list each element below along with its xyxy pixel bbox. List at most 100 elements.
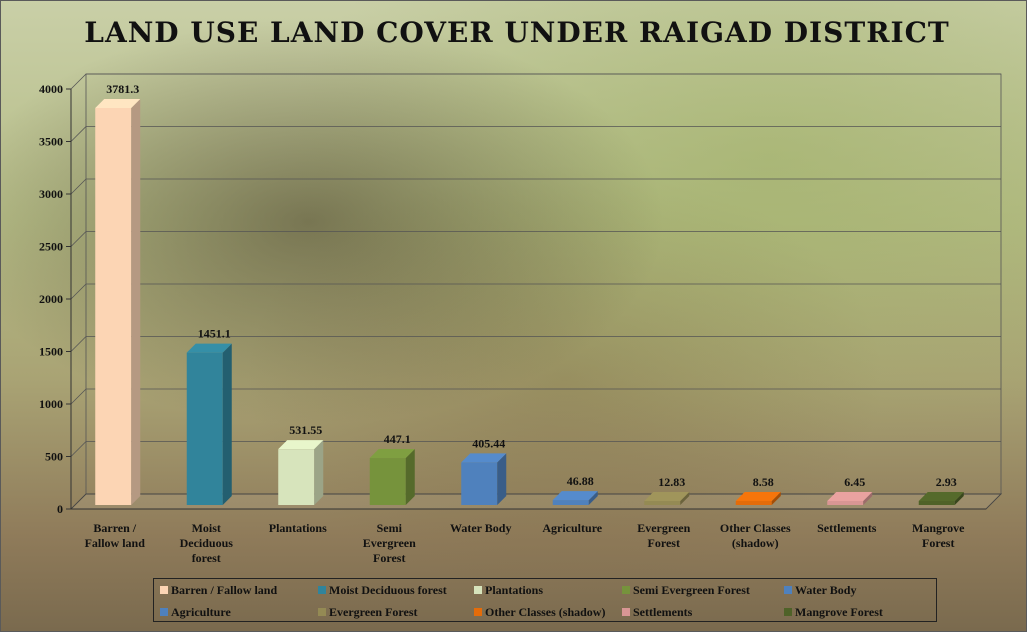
bar-top [278, 440, 324, 450]
x-tick-label: Mangrove Forest [912, 521, 965, 550]
data-label: 46.88 [567, 474, 594, 488]
x-tick-label: Evergreen Forest [637, 521, 690, 550]
gridline-diag [70, 441, 87, 457]
legend-label: Water Body [795, 582, 857, 597]
legend-item: Water Body [784, 579, 944, 601]
legend-swatch [160, 586, 168, 594]
bar-6 [552, 491, 598, 505]
data-label: 6.45 [844, 475, 865, 489]
bar-front [278, 449, 315, 505]
legend-item: Barren / Fallow land [160, 579, 318, 601]
y-tick-label: 1000 [39, 397, 63, 411]
legend-swatch [474, 586, 482, 594]
bar-front [369, 458, 406, 505]
bar-side [405, 449, 415, 505]
x-tick-label: Agriculture [542, 521, 602, 535]
x-tick-label: Settlements [817, 521, 877, 535]
y-tick-label: 3000 [39, 187, 63, 201]
bar-front [827, 501, 864, 505]
y-tick-label: 4000 [39, 82, 63, 96]
bar-side [954, 492, 964, 505]
x-tick-label: Moist Deciduous forest [180, 521, 234, 565]
y-tick-label: 3500 [39, 135, 63, 149]
legend-item: Agriculture [160, 601, 318, 623]
bar-front [95, 107, 132, 505]
data-label: 447.1 [384, 432, 411, 446]
legend-item: Other Classes (shadow) [474, 601, 622, 623]
legend-item: Plantations [474, 579, 622, 601]
bar-front [461, 462, 498, 505]
legend: Barren / Fallow land Moist Deciduous fore… [153, 578, 937, 622]
x-tick-label: Water Body [450, 521, 511, 535]
bar-3 [278, 440, 324, 505]
bar-2 [186, 343, 232, 505]
bar-top [186, 343, 232, 353]
gridline-diag [70, 336, 87, 352]
y-tick-label: 500 [45, 450, 63, 464]
bar-side [863, 492, 873, 505]
bar-8 [735, 492, 781, 505]
bar-side [222, 343, 232, 505]
legend-swatch [622, 586, 630, 594]
data-label: 2.93 [936, 475, 957, 489]
legend-label: Evergreen Forest [329, 604, 418, 619]
legend-item: Moist Deciduous forest [318, 579, 474, 601]
legend-label: Agriculture [171, 604, 231, 619]
legend-label: Moist Deciduous forest [329, 582, 447, 597]
bar-side [588, 491, 598, 505]
legend-label: Settlements [633, 604, 693, 619]
data-label: 3781.3 [106, 82, 139, 96]
bar-side [771, 492, 781, 505]
chart-title: LAND USE LAND COVER UNDER RAIGAD DISTRIC… [84, 16, 949, 49]
legend-swatch [318, 608, 326, 616]
y-tick-label: 2000 [39, 292, 63, 306]
bar-top [552, 491, 598, 501]
x-tick-label: Plantations [269, 521, 327, 535]
bar-4 [369, 449, 415, 505]
bar-7 [644, 492, 690, 505]
bar-5 [461, 453, 507, 505]
legend-item: Evergreen Forest [318, 601, 474, 623]
y-tick-label: 2500 [39, 240, 63, 254]
bar-front [644, 501, 681, 505]
data-label: 531.55 [289, 423, 322, 437]
axes [66, 88, 986, 510]
bar-top [461, 453, 507, 463]
bar-front [918, 501, 955, 505]
bar-front [552, 500, 589, 505]
legend-swatch [318, 586, 326, 594]
bar-top [95, 98, 141, 108]
legend-item: Mangrove Forest [784, 601, 944, 623]
bar-side [131, 98, 141, 505]
gridline-diag [70, 283, 87, 300]
bar-10 [918, 492, 964, 505]
data-label: 12.83 [658, 475, 685, 489]
legend-swatch [622, 608, 630, 616]
data-label: 8.58 [753, 475, 774, 489]
bars [95, 98, 964, 505]
y-tick-label: 0 [57, 502, 63, 516]
legend-label: Barren / Fallow land [171, 582, 278, 597]
y-tick-label: 1500 [39, 345, 63, 359]
gridline-diag [70, 73, 87, 90]
bar-1 [95, 98, 141, 505]
legend-label: Other Classes (shadow) [485, 604, 606, 619]
gridline-diag [70, 126, 87, 142]
gridline-diag [70, 231, 87, 247]
legend-label: Mangrove Forest [795, 604, 883, 619]
bar-front [735, 501, 772, 505]
legend-item: Settlements [622, 601, 784, 623]
bar-top [918, 492, 964, 501]
bar-9 [827, 492, 873, 505]
legend-swatch [474, 608, 482, 616]
bar-side [497, 453, 507, 505]
gridline-diag [70, 388, 87, 405]
bar-top [735, 492, 781, 501]
bar-side [314, 440, 324, 505]
legend-label: Semi Evergreen Forest [633, 582, 750, 597]
legend-label: Plantations [485, 582, 544, 597]
x-tick-label: Other Classes (shadow) [720, 521, 791, 550]
labels: 0 500 1000 1500 2000 2500 3000 3500 4000 3781.3 Ba… [39, 82, 965, 565]
